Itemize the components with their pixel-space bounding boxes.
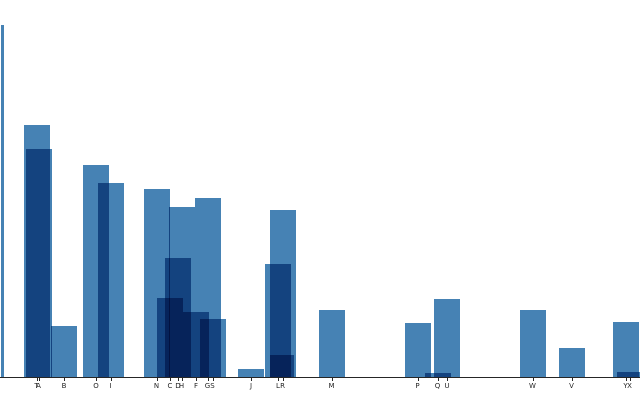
x-tick-label-X: X [627,382,632,390]
x-tick-label-O: O [93,382,99,390]
x-tick-label-G: G [204,382,211,390]
x-tick-L [278,378,279,381]
x-tick-T [36,378,38,381]
x-tick-label-U: U [444,382,450,390]
x-tick-label-F: F [193,382,199,390]
x-tick-P [417,378,419,381]
x-tick-label-J: J [249,382,253,390]
bar-R [269,210,296,378]
x-tick-J [251,378,252,381]
bar-Y [612,322,639,378]
x-tick-label-D: D [175,382,181,390]
bar-U [434,299,460,378]
bar-unlabeled-16 [270,355,294,378]
bar-unlabeled-0 [1,25,4,378]
bar-A [25,149,52,378]
x-tick-label-I: I [109,382,112,390]
x-tick-B [64,378,65,381]
bar-M [318,310,345,378]
x-tick-H [181,378,183,381]
x-tick-label-S: S [210,382,215,390]
x-tick-label-W: W [529,382,536,390]
bar-W [519,310,546,378]
x-tick-label-V: V [569,382,574,390]
x-tick-label-Q: Q [434,382,441,390]
bar-S [199,319,226,378]
x-tick-V [571,378,573,381]
bar-V [558,348,585,378]
x-tick-Q [437,378,439,381]
x-tick-N [156,378,158,381]
x-tick-F [196,378,197,381]
x-tick-label-M: M [328,382,335,390]
x-tick-R [282,378,284,381]
x-tick-U [447,378,448,381]
x-tick-M [331,378,333,381]
x-axis-line [0,377,640,378]
x-tick-label-P: P [415,382,420,390]
x-tick-label-C: C [167,382,173,390]
x-tick-G [207,378,209,381]
x-tick-label-Y: Y [623,382,628,390]
x-tick-label-L: L [276,382,280,390]
x-tick-D [178,378,179,381]
x-tick-Y [625,378,627,381]
x-tick-label-R: R [280,382,285,390]
x-tick-label-A: A [36,382,41,390]
x-tick-label-T: T [34,382,39,390]
x-tick-O [96,378,97,381]
x-tick-I [110,378,112,381]
bar-I [97,183,124,378]
x-tick-W [532,378,534,381]
bar-B [51,326,77,378]
bar-J [238,369,264,378]
bar-P [404,323,431,378]
x-tick-label-B: B [61,382,67,390]
bar-X [616,372,640,378]
x-tick-X [629,378,631,381]
x-tick-S [212,378,214,381]
x-tick-label-H: H [178,382,185,390]
x-tick-C [170,378,171,381]
x-tick-A [38,378,40,381]
x-tick-label-N: N [153,382,160,390]
